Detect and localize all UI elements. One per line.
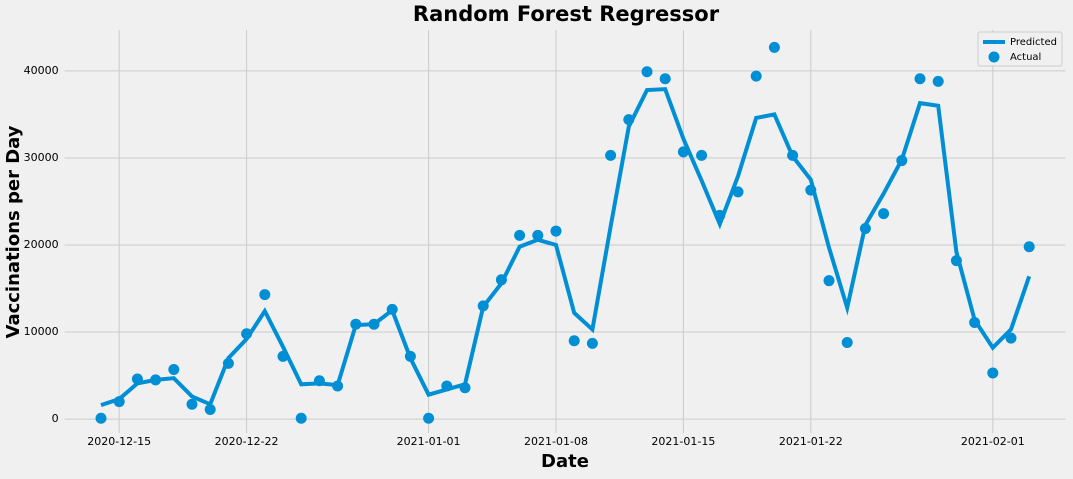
scatter-point — [386, 303, 398, 315]
scatter-point — [550, 225, 562, 237]
x-tick-label: 2021-01-22 — [779, 435, 843, 448]
scatter-point — [295, 412, 307, 424]
scatter-point — [241, 328, 253, 340]
line-series — [100, 87, 1032, 408]
scatter-point — [350, 318, 362, 330]
y-tick-label: 30000 — [24, 151, 59, 164]
y-tick-label: 20000 — [24, 238, 59, 251]
scatter-point — [768, 41, 780, 53]
scatter-point — [659, 73, 671, 85]
scatter-point — [514, 229, 526, 241]
scatter-point — [932, 75, 944, 87]
scatter-point — [477, 300, 489, 312]
x-tick-label: 2021-01-15 — [651, 435, 715, 448]
scatter-point — [787, 149, 799, 161]
chart-title: Random Forest Regressor — [413, 2, 720, 26]
scatter-point — [732, 186, 744, 198]
scatter-point — [459, 382, 471, 394]
scatter-point — [131, 373, 143, 385]
legend-marker — [988, 51, 1000, 63]
y-tick-label: 0 — [52, 412, 59, 425]
scatter-point — [368, 318, 380, 330]
scatter-point — [605, 149, 617, 161]
scatter-point — [914, 73, 926, 85]
scatter-point — [495, 274, 507, 286]
scatter-point — [186, 398, 198, 410]
scatter-point — [1023, 241, 1035, 253]
scatter-point — [696, 149, 708, 161]
scatter-point — [168, 363, 180, 375]
y-axis-label: Vaccinations per Day — [3, 125, 24, 338]
scatter-point — [313, 375, 325, 387]
scatter-point — [969, 316, 981, 328]
scatter-point — [404, 350, 416, 362]
scatter-point — [878, 208, 890, 220]
grid — [64, 30, 1066, 433]
scatter-point — [586, 337, 598, 349]
scatter-point — [441, 380, 453, 392]
y-tick-label: 10000 — [24, 325, 59, 338]
scatter-point — [423, 412, 435, 424]
scatter-point — [859, 222, 871, 234]
x-tick-label: 2020-12-22 — [215, 435, 279, 448]
legend-label: Predicted — [1010, 37, 1057, 48]
x-axis-label: Date — [541, 451, 589, 472]
scatter-point — [332, 380, 344, 392]
x-tick-label: 2021-01-01 — [397, 435, 461, 448]
scatter-point — [568, 335, 580, 347]
x-tick-label: 2021-01-08 — [524, 435, 588, 448]
scatter-point — [532, 229, 544, 241]
scatter-point — [823, 275, 835, 287]
scatter-point — [896, 155, 908, 167]
scatter-point — [641, 66, 653, 78]
scatter-point — [1005, 332, 1017, 344]
scatter-point — [277, 350, 289, 362]
scatter-point — [841, 336, 853, 348]
scatter-point — [805, 184, 817, 196]
scatter-point — [750, 70, 762, 82]
x-tick-label: 2020-12-15 — [87, 435, 151, 448]
scatter-point — [95, 412, 107, 424]
scatter-point — [987, 367, 999, 379]
scatter-point — [714, 209, 726, 221]
scatter-point — [204, 403, 216, 415]
x-tick-label: 2021-02-01 — [961, 435, 1025, 448]
scatter-point — [950, 255, 962, 267]
y-tick-label: 40000 — [24, 64, 59, 77]
scatter-point — [623, 114, 635, 126]
scatter-point — [677, 146, 689, 158]
scatter-point — [150, 374, 162, 386]
scatter-point — [113, 396, 125, 408]
scatter-point — [259, 289, 271, 301]
scatter-point — [222, 357, 234, 369]
legend-label: Actual — [1010, 52, 1041, 63]
